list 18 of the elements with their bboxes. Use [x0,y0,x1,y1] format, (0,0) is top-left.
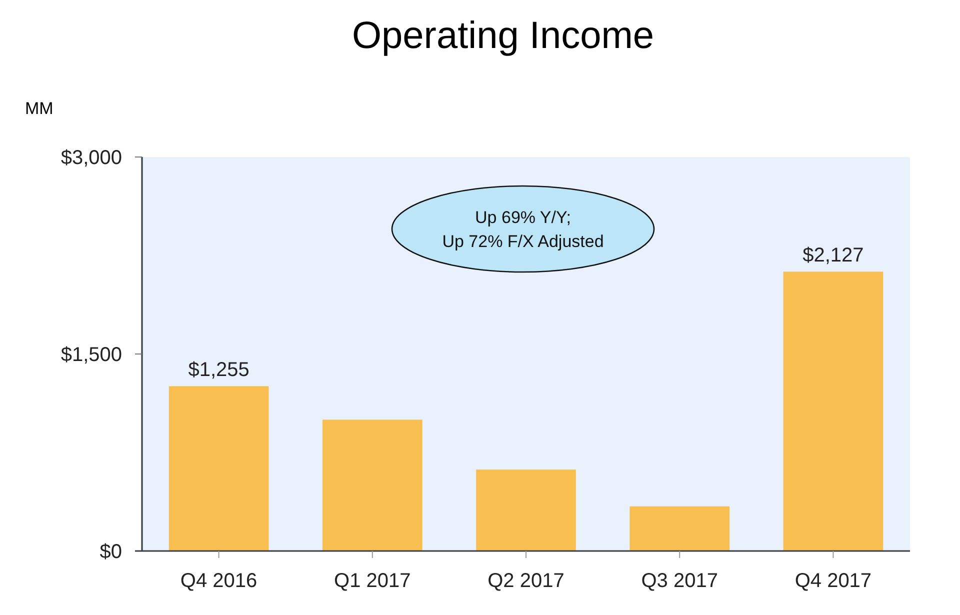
annotation: Up 69% Y/Y; Up 72% F/X Adjusted [442,208,604,251]
data-label: $1,255 [188,359,250,382]
y-tick-label: $0 [100,541,122,563]
y-tick-label: $1,500 [60,344,122,366]
x-tick-label: Q4 2017 [794,570,872,592]
y-tick-label: $3,000 [60,147,122,169]
bar [476,470,576,551]
bar [630,506,730,551]
bar [168,386,269,551]
x-tick-label: Q3 2017 [641,570,718,592]
bar [783,272,884,551]
x-tick-label: Q4 2016 [180,570,258,592]
y-axis-title: MM [25,99,54,118]
x-tick-label: Q2 2017 [488,570,564,592]
x-tick-label: Q1 2017 [334,570,411,592]
bar [322,420,422,551]
data-label: $2,127 [802,244,864,267]
chart-title: Operating Income [352,15,654,57]
